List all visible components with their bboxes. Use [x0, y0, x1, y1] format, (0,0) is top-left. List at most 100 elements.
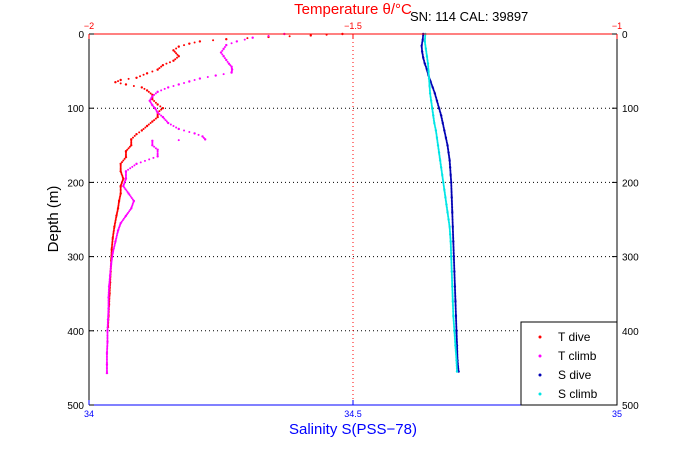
- trace-dot: [451, 288, 454, 291]
- trace-dot: [424, 43, 427, 46]
- trace-dot: [116, 210, 119, 213]
- trace-dot: [172, 84, 175, 87]
- trace-dot: [113, 227, 116, 230]
- trace-dot: [119, 164, 122, 167]
- trace-dot: [451, 205, 454, 208]
- data-point: [156, 155, 159, 158]
- trace-dot: [452, 246, 455, 249]
- data-point: [177, 127, 180, 131]
- trace-dot: [152, 105, 155, 108]
- trace-dot: [438, 156, 441, 159]
- trace-dot: [452, 320, 455, 323]
- data-point: [454, 314, 458, 318]
- trace-dot: [106, 331, 109, 334]
- trace-dot: [116, 232, 119, 235]
- trace-dot: [229, 64, 232, 67]
- trace-dot: [126, 148, 129, 151]
- data-point: [451, 225, 454, 229]
- trace-dot: [169, 123, 172, 126]
- trace-dot: [128, 145, 131, 148]
- trace-dot: [451, 277, 453, 280]
- data-point: [105, 362, 109, 366]
- trace-dot: [441, 119, 444, 122]
- trace-dot: [165, 62, 168, 65]
- trace-dot: [133, 164, 136, 167]
- trace-dot: [138, 131, 141, 134]
- trace-dot: [448, 163, 451, 166]
- trace-dot: [445, 141, 448, 144]
- trace-dot: [106, 347, 109, 350]
- data-point: [453, 270, 456, 273]
- trace-dot: [452, 316, 455, 319]
- y-tick-label-right: 100: [622, 104, 639, 115]
- data-point: [151, 144, 154, 147]
- trace-dot: [421, 52, 424, 55]
- trace-dot: [454, 303, 457, 306]
- trace-dot: [450, 187, 453, 190]
- trace-dot: [454, 289, 457, 292]
- trace-dot: [453, 276, 456, 279]
- trace-dot: [451, 289, 454, 292]
- trace-dot: [113, 243, 116, 246]
- data-point: [119, 162, 122, 166]
- trace-dot: [448, 222, 451, 225]
- trace-dot: [160, 89, 163, 92]
- trace-dot: [127, 168, 130, 171]
- trace-dot: [435, 133, 438, 136]
- trace-dot: [112, 229, 115, 232]
- trace-dot: [455, 362, 458, 365]
- data-point: [235, 40, 239, 43]
- trace-dot: [160, 108, 163, 111]
- data-point: [110, 247, 113, 251]
- trace-dot: [454, 307, 457, 310]
- trace-dot: [156, 150, 159, 153]
- trace-dot: [111, 245, 114, 247]
- trace-dot: [439, 162, 442, 165]
- legend-marker: [538, 373, 542, 377]
- trace-dot: [119, 188, 122, 191]
- trace-dot: [150, 96, 153, 99]
- y-axis-title: Depth (m): [45, 186, 62, 253]
- trace-dot: [451, 212, 454, 215]
- data-point: [453, 285, 457, 288]
- data-point: [111, 236, 114, 240]
- trace-dot: [452, 242, 455, 245]
- trace-dot: [124, 153, 127, 156]
- trace-dot: [454, 341, 457, 344]
- data-point: [105, 351, 109, 355]
- data-point: [455, 329, 458, 332]
- data-point: [426, 62, 430, 65]
- trace-dot: [437, 145, 440, 148]
- trace-dot: [451, 286, 454, 289]
- data-point: [450, 196, 453, 199]
- trace-dot: [121, 161, 123, 164]
- trace-dot: [110, 258, 113, 261]
- trace-dot: [106, 321, 109, 324]
- trace-dot: [440, 171, 443, 174]
- trace-dot: [230, 42, 233, 45]
- trace-dot: [142, 73, 145, 76]
- trace-dot: [113, 245, 116, 248]
- trace-dot: [427, 65, 430, 68]
- trace-dot: [124, 151, 127, 154]
- trace-dot: [451, 280, 454, 283]
- trace-dot: [109, 269, 112, 272]
- trace-dot: [449, 234, 452, 237]
- trace-dot: [450, 274, 453, 277]
- trace-dot: [433, 123, 436, 126]
- trace-dot: [441, 178, 444, 181]
- trace-dot: [147, 123, 150, 126]
- data-point: [177, 55, 180, 58]
- trace-dot: [450, 257, 453, 260]
- trace-dot: [202, 136, 205, 139]
- trace-dot: [454, 291, 457, 294]
- trace-dot: [105, 364, 108, 367]
- trace-dot: [124, 188, 127, 191]
- trace-dot: [442, 126, 445, 129]
- trace-dot: [223, 57, 226, 60]
- trace-dot: [197, 133, 200, 136]
- legend-box: [520, 321, 618, 406]
- trace-dot: [107, 304, 110, 307]
- trace-dot: [454, 310, 457, 313]
- data-point: [450, 181, 453, 184]
